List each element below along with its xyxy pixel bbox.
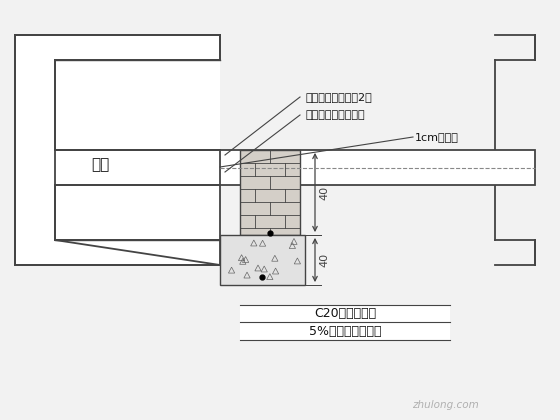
Bar [220, 235, 305, 285]
Bar [240, 305, 450, 340]
Text: 雨水管裹握油毛筡2层: 雨水管裹握油毛筡2层 [305, 92, 372, 102]
Bar [220, 150, 535, 185]
Text: 40: 40 [319, 253, 329, 267]
Text: 筱洵: 筱洵 [91, 158, 109, 173]
Text: 缝隙用氥青胶泥填实: 缝隙用氥青胶泥填实 [305, 110, 365, 120]
Bar [240, 150, 300, 235]
Text: 40: 40 [319, 186, 329, 200]
Polygon shape [15, 35, 220, 265]
Text: 1cm安装缝: 1cm安装缝 [415, 132, 459, 142]
Text: 5%水泥稳定沙卵石: 5%水泥稳定沙卵石 [309, 325, 381, 338]
Bar [15, 35, 220, 265]
Text: C20混凝土支墅: C20混凝土支墅 [314, 307, 376, 320]
Text: zhulong.com: zhulong.com [412, 400, 478, 410]
